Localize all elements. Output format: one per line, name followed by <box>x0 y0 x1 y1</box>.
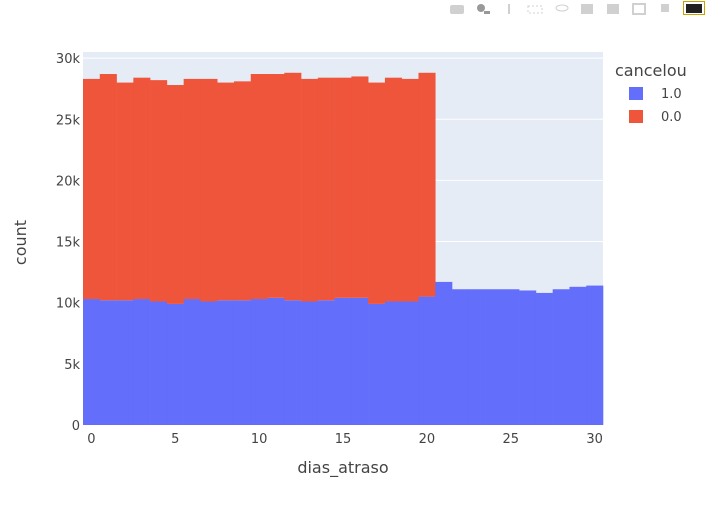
x-tick-label: 20 <box>419 432 436 447</box>
bar-0-0-x12[interactable] <box>284 72 302 301</box>
legend-label-1-0[interactable]: 1.0 <box>661 87 682 102</box>
bar-1-0-x9[interactable] <box>233 300 252 425</box>
bar-1-0-x13[interactable] <box>301 301 319 425</box>
x-axis-title: dias_atraso <box>297 458 388 478</box>
bar-0-0-x0[interactable] <box>83 78 101 300</box>
bar-0-0-x18[interactable] <box>384 77 403 302</box>
legend-swatch-0-0[interactable] <box>629 110 643 123</box>
bar-0-0-x3[interactable] <box>133 77 151 300</box>
bar-1-0-x30[interactable] <box>586 285 604 425</box>
bar-1-0-x21[interactable] <box>435 281 453 425</box>
bar-1-0-x5[interactable] <box>166 303 184 425</box>
zoom-in-icon[interactable] <box>579 0 595 14</box>
bar-0-0-x19[interactable] <box>401 78 419 302</box>
bar-0-0-x2[interactable] <box>116 82 134 301</box>
bar-1-0-x3[interactable] <box>133 299 151 425</box>
legend: cancelou 1.0 0.0 <box>615 61 687 125</box>
x-tick-label: 30 <box>586 432 603 447</box>
modebar <box>449 0 705 15</box>
bar-1-0-x4[interactable] <box>150 301 168 425</box>
x-tick-label: 0 <box>87 432 95 447</box>
bar-0-0-x16[interactable] <box>351 76 369 298</box>
pan-icon[interactable] <box>501 0 517 14</box>
bar-0-0-x20[interactable] <box>418 72 436 297</box>
x-tick-label: 5 <box>171 432 179 447</box>
y-tick-label: 5k <box>64 358 80 373</box>
y-tick-label: 30k <box>56 52 81 67</box>
bar-1-0-x1[interactable] <box>99 300 117 425</box>
legend-title: cancelou <box>615 61 687 80</box>
bar-1-0-x28[interactable] <box>552 289 570 425</box>
bar-1-0-x11[interactable] <box>267 297 285 425</box>
bar-1-0-x16[interactable] <box>351 297 369 425</box>
bar-1-0-x7[interactable] <box>200 301 218 425</box>
bar-0-0-x10[interactable] <box>250 74 268 300</box>
camera-icon[interactable] <box>449 0 465 14</box>
bar-1-0-x14[interactable] <box>317 300 335 425</box>
bar-1-0-x26[interactable] <box>519 290 537 425</box>
bar-1-0-x22[interactable] <box>452 289 470 425</box>
bar-1-0-x15[interactable] <box>334 297 352 425</box>
reset-axes-icon[interactable] <box>657 0 673 12</box>
bar-0-0-x1[interactable] <box>99 74 117 301</box>
bar-1-0-x8[interactable] <box>217 300 235 425</box>
bar-1-0-x20[interactable] <box>418 296 436 425</box>
x-axis-ticks: 0 5 10 15 20 25 30 <box>87 432 603 447</box>
bar-1-0-x19[interactable] <box>401 301 419 425</box>
bars <box>83 72 604 425</box>
bar-0-0-x8[interactable] <box>217 82 235 301</box>
bar-0-0-x11[interactable] <box>267 74 285 298</box>
box-select-icon[interactable] <box>527 0 543 14</box>
legend-label-0-0[interactable]: 0.0 <box>661 110 682 125</box>
y-axis-title: count <box>11 220 30 265</box>
y-tick-label: 0 <box>72 419 80 434</box>
bar-0-0-x17[interactable] <box>368 82 386 304</box>
bar-1-0-x10[interactable] <box>250 299 268 425</box>
autoscale-icon[interactable] <box>631 0 647 15</box>
lasso-icon[interactable] <box>553 0 569 12</box>
bar-0-0-x5[interactable] <box>166 85 184 304</box>
bar-0-0-x4[interactable] <box>150 80 168 302</box>
bar-1-0-x29[interactable] <box>569 286 587 425</box>
x-tick-label: 25 <box>502 432 519 447</box>
bar-1-0-x6[interactable] <box>183 299 201 425</box>
bar-0-0-x14[interactable] <box>317 77 335 301</box>
x-tick-label: 15 <box>335 432 352 447</box>
zoom-icon[interactable] <box>475 0 491 14</box>
bar-1-0-x17[interactable] <box>368 303 386 425</box>
y-tick-label: 25k <box>56 113 81 128</box>
bar-1-0-x27[interactable] <box>535 292 553 425</box>
bar-1-0-x24[interactable] <box>485 289 503 425</box>
bar-1-0-x0[interactable] <box>83 299 101 425</box>
bar-1-0-x2[interactable] <box>116 300 134 425</box>
y-tick-label: 15k <box>56 236 81 251</box>
bar-0-0-x15[interactable] <box>334 77 352 298</box>
bar-1-0-x25[interactable] <box>502 289 520 425</box>
y-tick-label: 20k <box>56 174 81 189</box>
y-tick-label: 10k <box>56 297 81 312</box>
legend-swatch-1-0[interactable] <box>629 87 643 100</box>
plotly-logo-icon[interactable] <box>683 0 705 15</box>
bar-0-0-x7[interactable] <box>200 78 218 302</box>
bar-0-0-x9[interactable] <box>233 81 252 301</box>
bar-0-0-x6[interactable] <box>183 78 201 300</box>
y-axis-ticks: 0 5k 10k 15k 20k 25k 30k <box>56 52 81 434</box>
bar-1-0-x18[interactable] <box>384 301 403 425</box>
bar-0-0-x13[interactable] <box>301 78 319 302</box>
x-tick-label: 10 <box>251 432 268 447</box>
bar-1-0-x12[interactable] <box>284 300 302 425</box>
zoom-out-icon[interactable] <box>605 0 621 14</box>
bar-1-0-x23[interactable] <box>468 289 486 425</box>
